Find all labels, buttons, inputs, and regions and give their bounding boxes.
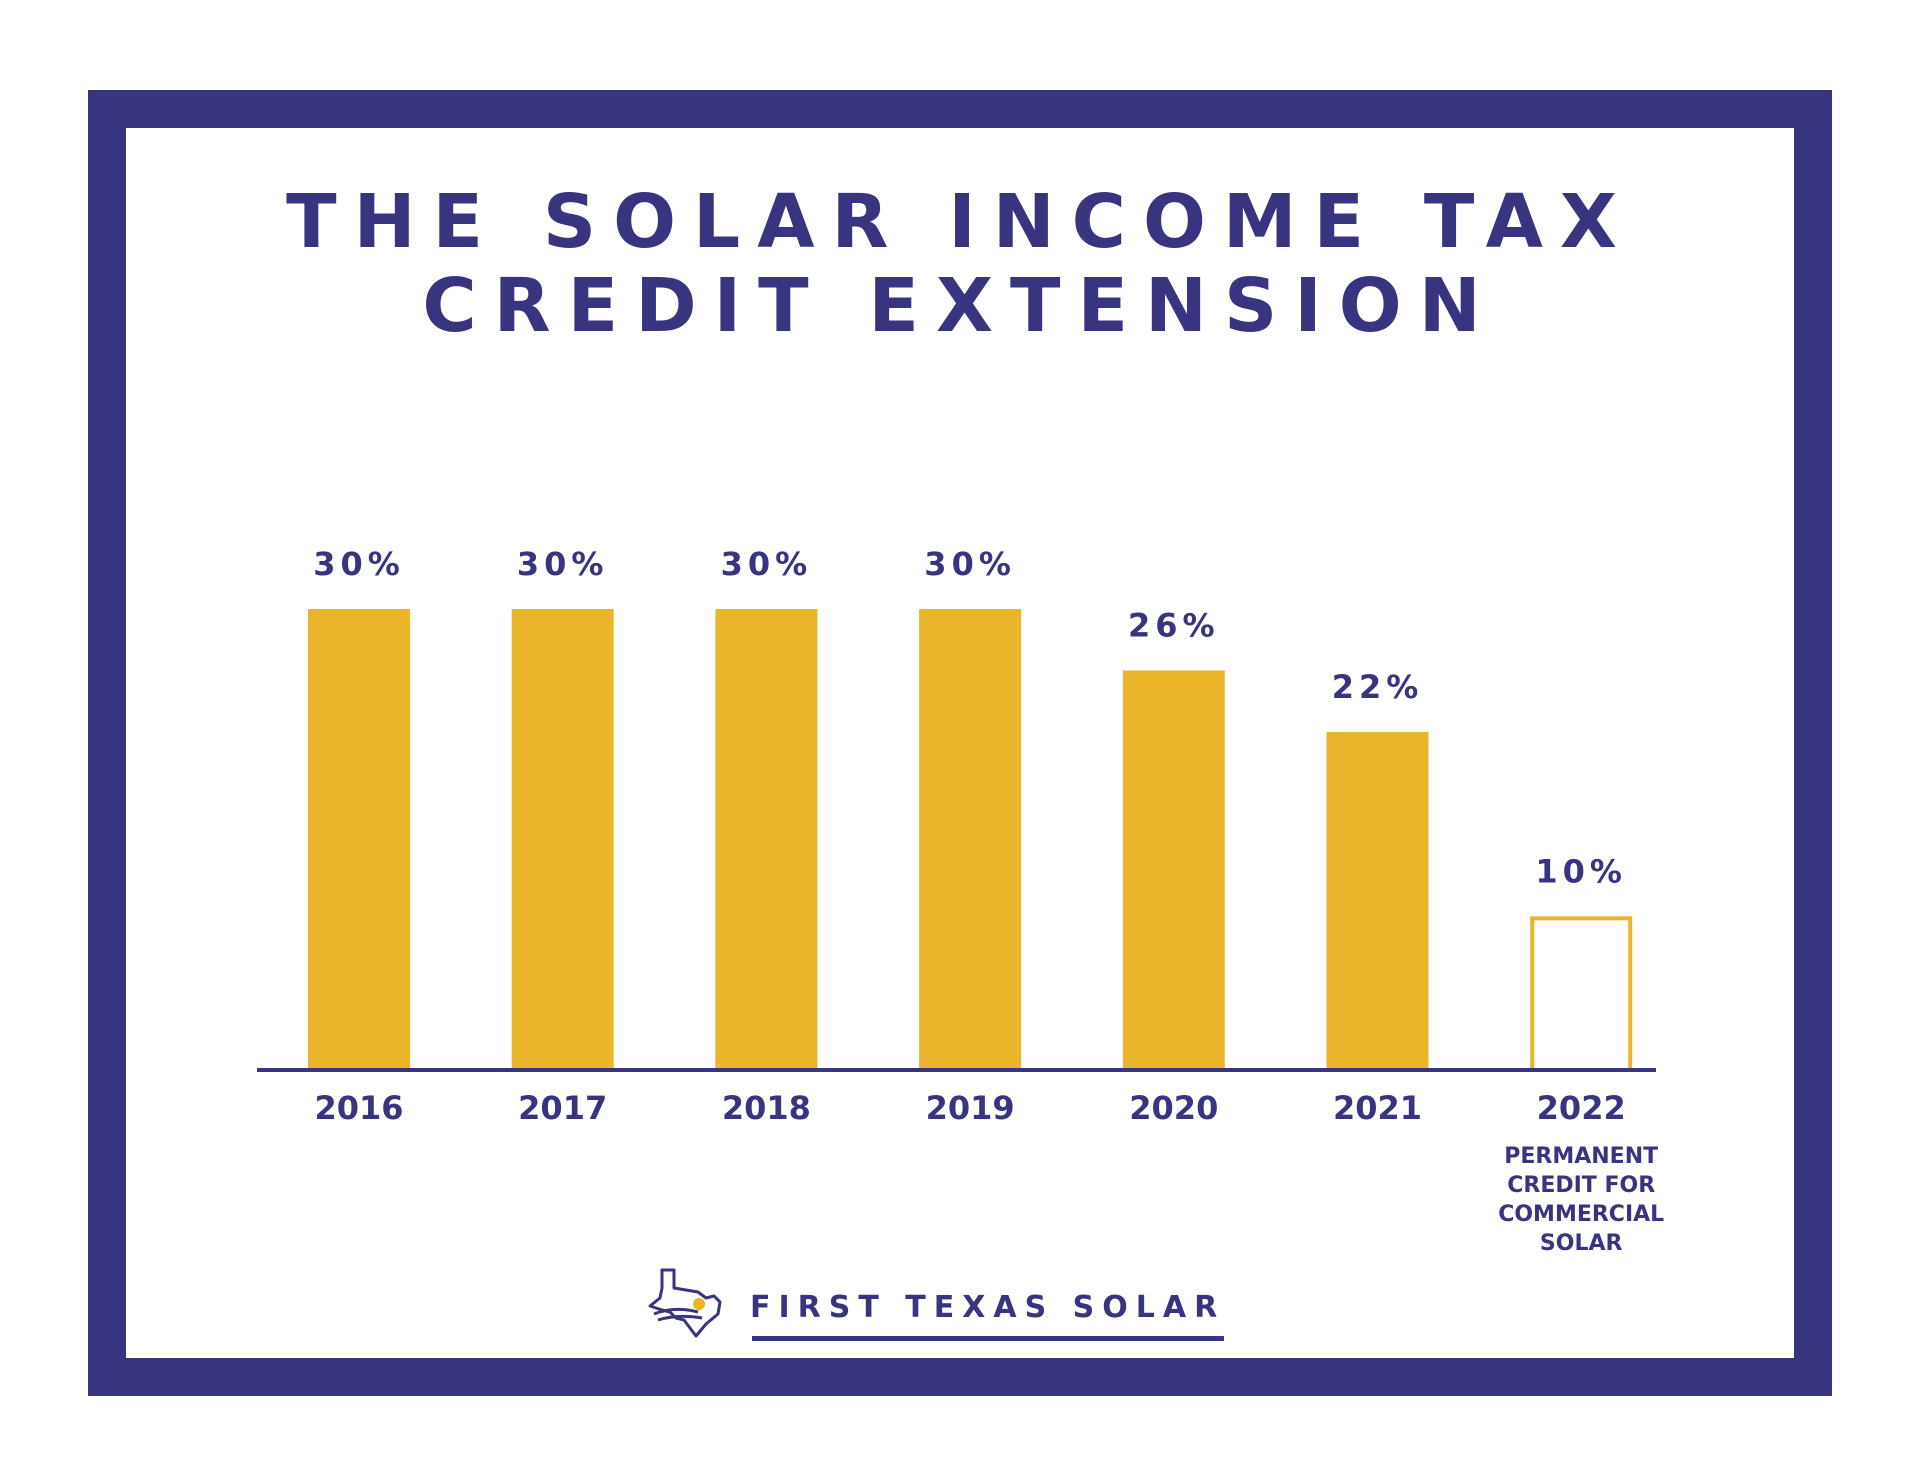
annotation-line-4: SOLAR <box>1540 1231 1623 1256</box>
value-label-2020: 26% <box>1128 606 1220 644</box>
value-label-2016: 30% <box>313 545 405 583</box>
annotation-line-3: COMMERCIAL <box>1498 1202 1664 1227</box>
annotation-line-2: CREDIT FOR <box>1507 1173 1655 1198</box>
x-tick-label-2017: 2017 <box>518 1089 607 1127</box>
bar-2016 <box>308 609 410 1070</box>
bar-2022 <box>1530 916 1633 1072</box>
value-label-2017: 30% <box>517 545 609 583</box>
brand-logo: FIRST TEXAS SOLAR <box>640 1262 1240 1342</box>
value-label-2019: 30% <box>924 545 1016 583</box>
brand-name: FIRST TEXAS SOLAR <box>750 1290 1226 1325</box>
bar-2021 <box>1326 731 1429 1070</box>
chart-title-line-1: THE SOLAR INCOME TAX <box>286 179 1634 265</box>
annotation-line-1: PERMANENT <box>1504 1144 1658 1169</box>
value-label-2018: 30% <box>721 545 813 583</box>
x-tick-label-2021: 2021 <box>1333 1089 1422 1127</box>
x-tick-label-2020: 2020 <box>1129 1089 1218 1127</box>
value-label-2021: 22% <box>1332 668 1424 706</box>
chart-title-line-2: CREDIT EXTENSION <box>422 263 1498 349</box>
bar-2019 <box>919 609 1022 1070</box>
x-tick-label-2022: 2022 <box>1537 1089 1626 1127</box>
bar-2020 <box>1122 670 1225 1070</box>
x-tick-label-2019: 2019 <box>926 1089 1015 1127</box>
bar-2018 <box>715 609 818 1070</box>
bar-2017 <box>511 609 614 1070</box>
value-label-2022: 10% <box>1535 852 1627 890</box>
brand-underline <box>752 1336 1224 1341</box>
texas-sun-logo-icon <box>648 1268 722 1338</box>
x-tick-label-2016: 2016 <box>314 1089 403 1127</box>
x-tick-label-2018: 2018 <box>722 1089 811 1127</box>
